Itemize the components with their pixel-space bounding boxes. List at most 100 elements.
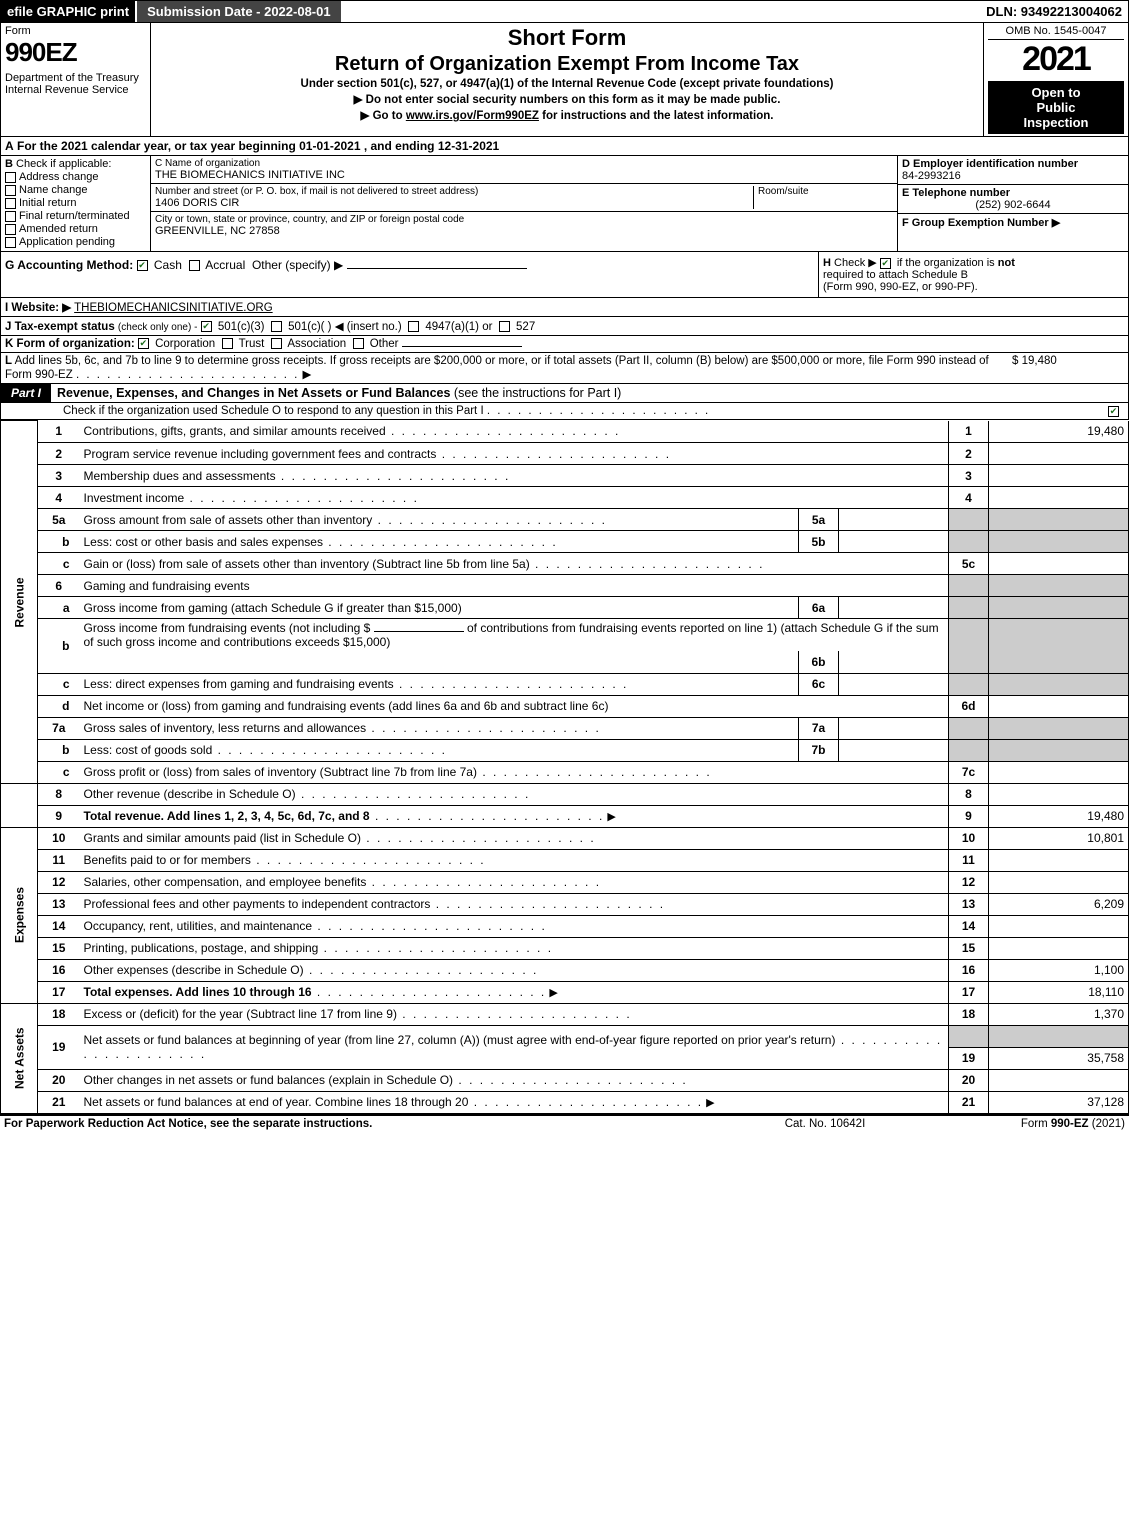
- side-revenue: Revenue: [1, 421, 38, 784]
- ln-19-val: 35,758: [989, 1047, 1129, 1069]
- ln-9-box: 9: [949, 805, 989, 827]
- main-title: Return of Organization Exempt From Incom…: [157, 53, 977, 76]
- street-label: Number and street (or P. O. box, if mail…: [155, 186, 753, 197]
- ein-value: 84-2993216: [902, 170, 1124, 182]
- ln-8-val: [989, 783, 1129, 805]
- l-dots: [76, 369, 299, 381]
- ln-7c-box: 7c: [949, 761, 989, 783]
- irs-link[interactable]: www.irs.gov/Form990EZ: [406, 110, 539, 122]
- org-name-label: C Name of organization: [155, 158, 893, 169]
- k-o4: Other: [370, 338, 399, 350]
- ln-6b-subval: [839, 651, 949, 673]
- chk-initial-return[interactable]: Initial return: [5, 197, 146, 209]
- ln-7c-num: c: [38, 761, 80, 783]
- city-box: City or town, state or province, country…: [151, 212, 897, 239]
- ln-4-desc: Investment income: [80, 487, 949, 509]
- ln-2-box: 2: [949, 443, 989, 465]
- ln-11-box: 11: [949, 849, 989, 871]
- subtitle-1: Under section 501(c), 527, or 4947(a)(1)…: [157, 78, 977, 90]
- ln-7a-desc: Gross sales of inventory, less returns a…: [80, 717, 799, 739]
- ln-7b-sub: 7b: [799, 739, 839, 761]
- ln-11-desc: Benefits paid to or for members: [80, 849, 949, 871]
- g-other: Other (specify) ▶: [252, 258, 343, 272]
- ln-9-desc: Total revenue. Add lines 1, 2, 3, 4, 5c,…: [80, 805, 949, 827]
- submission-date: Submission Date - 2022-08-01: [135, 1, 341, 22]
- subtitle-3: ▶ Go to www.irs.gov/Form990EZ for instru…: [157, 108, 977, 122]
- ln-11-num: 11: [38, 849, 80, 871]
- form-code: 990EZ: [5, 37, 146, 68]
- chk-527[interactable]: [499, 321, 510, 332]
- ln-15-num: 15: [38, 937, 80, 959]
- street-value: 1406 DORIS CIR: [155, 197, 753, 209]
- side-netassets: Net Assets: [1, 1003, 38, 1113]
- k-other-blank[interactable]: [402, 346, 522, 347]
- ln-6d-val: [989, 695, 1129, 717]
- j-o1: 501(c)(3): [218, 321, 265, 333]
- ln-6b-shade2: [989, 619, 1129, 674]
- tel-label: E Telephone number: [902, 187, 1124, 199]
- i-label: I Website: ▶: [5, 302, 71, 314]
- city-value: GREENVILLE, NC 27858: [155, 225, 893, 237]
- part-title-note: (see the instructions for Part I): [454, 386, 621, 400]
- ln-6d-num: d: [38, 695, 80, 717]
- chk-4947[interactable]: [408, 321, 419, 332]
- chk-corp[interactable]: [138, 338, 149, 349]
- chk-cash[interactable]: [137, 260, 148, 271]
- ln-5a-desc: Gross amount from sale of assets other t…: [80, 509, 799, 531]
- ln-16-num: 16: [38, 959, 80, 981]
- g-cash: Cash: [154, 258, 182, 272]
- ln-17-box: 17: [949, 981, 989, 1003]
- col-b-title: Check if applicable:: [16, 158, 111, 170]
- group-box: F Group Exemption Number ▶: [898, 214, 1128, 231]
- ln-10-num: 10: [38, 827, 80, 849]
- ln-6c-shade: [949, 673, 989, 695]
- k-o1: Corporation: [155, 338, 215, 350]
- ln-5a-subval: [839, 509, 949, 531]
- chk-trust[interactable]: [222, 338, 233, 349]
- ln-6a-sub: 6a: [799, 597, 839, 619]
- g-other-blank[interactable]: [347, 268, 527, 269]
- chk-assoc[interactable]: [271, 338, 282, 349]
- chk-application-pending[interactable]: Application pending: [5, 236, 146, 248]
- footer-right: Form 990-EZ (2021): [925, 1118, 1125, 1130]
- part-sub-chk[interactable]: [1108, 404, 1128, 418]
- ln-7c-desc: Gross profit or (loss) from sales of inv…: [80, 761, 949, 783]
- ein-box: D Employer identification number 84-2993…: [898, 156, 1128, 185]
- ln-12-num: 12: [38, 871, 80, 893]
- ln-16-val: 1,100: [989, 959, 1129, 981]
- chk-h[interactable]: [880, 258, 891, 269]
- ln-3-box: 3: [949, 465, 989, 487]
- l-label: L: [5, 355, 12, 367]
- h-text3: required to attach Schedule B: [823, 269, 968, 281]
- chk-final-return[interactable]: Final return/terminated: [5, 210, 146, 222]
- row-a: A For the 2021 calendar year, or tax yea…: [0, 137, 1129, 156]
- irs-label: Internal Revenue Service: [5, 84, 146, 96]
- ln-21-desc: Net assets or fund balances at end of ye…: [80, 1091, 949, 1113]
- ln-6a-num: a: [38, 597, 80, 619]
- website-value[interactable]: THEBIOMECHANICSINITIATIVE.ORG: [74, 302, 273, 314]
- chk-accrual[interactable]: [189, 260, 200, 271]
- j-o3: 4947(a)(1) or: [425, 321, 492, 333]
- k-label: K Form of organization:: [5, 338, 135, 350]
- org-name-value: THE BIOMECHANICS INITIATIVE INC: [155, 169, 893, 181]
- chk-name-change[interactable]: Name change: [5, 184, 146, 196]
- row-j: J Tax-exempt status (check only one) - 5…: [0, 317, 1129, 336]
- ln-6b-shade: [949, 619, 989, 674]
- ln-7b-desc: Less: cost of goods sold: [80, 739, 799, 761]
- ln-6c-desc: Less: direct expenses from gaming and fu…: [80, 673, 799, 695]
- ln-5c-desc: Gain or (loss) from sale of assets other…: [80, 553, 949, 575]
- chk-501c[interactable]: [271, 321, 282, 332]
- chk-other-org[interactable]: [353, 338, 364, 349]
- ln-6b-blank[interactable]: [374, 631, 464, 632]
- ln-7a-shade: [949, 717, 989, 739]
- city-label: City or town, state or province, country…: [155, 214, 893, 225]
- chk-501c3[interactable]: [201, 321, 212, 332]
- ln-17-desc: Total expenses. Add lines 10 through 16: [80, 981, 949, 1003]
- ln-6d-box: 6d: [949, 695, 989, 717]
- ln-19-box: 19: [949, 1047, 989, 1069]
- sub3-pre: ▶ Go to: [361, 110, 406, 122]
- inspection-line1: Open to: [990, 85, 1122, 100]
- part-sub-span: Check if the organization used Schedule …: [63, 405, 484, 417]
- chk-amended-return[interactable]: Amended return: [5, 223, 146, 235]
- chk-address-change[interactable]: Address change: [5, 171, 146, 183]
